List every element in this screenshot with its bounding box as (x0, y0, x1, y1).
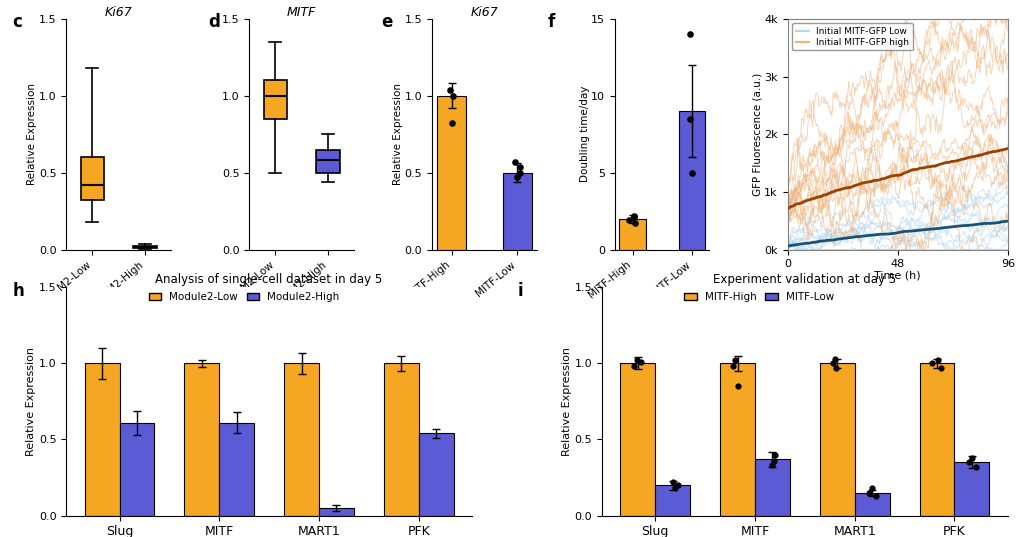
Point (765, 461, 781, 469)
Bar (418, 433, 454, 516)
Point (509, 173, 525, 182)
Point (968, 462, 984, 471)
Point (827, 354, 843, 363)
Point (684, 169, 700, 177)
Point (512, 169, 528, 177)
Text: h: h (12, 282, 24, 300)
Point (767, 456, 783, 465)
Point (863, 484, 880, 492)
Point (507, 158, 523, 166)
Point (768, 451, 784, 459)
Point (682, 30, 698, 39)
Bar (319, 508, 354, 516)
Point (445, 91, 461, 100)
Point (621, 215, 637, 224)
Text: i: i (517, 282, 523, 300)
Bar (955, 462, 989, 516)
Bar (679, 111, 705, 250)
Point (825, 359, 841, 368)
Bar (119, 423, 155, 516)
Y-axis label: Relative Expression: Relative Expression (562, 347, 572, 456)
Point (868, 491, 885, 500)
Point (444, 119, 460, 128)
Y-axis label: GFP Fluorescence (a.u.): GFP Fluorescence (a.u.) (752, 72, 762, 196)
Point (727, 356, 743, 365)
PathPatch shape (264, 81, 287, 119)
Bar (819, 364, 855, 516)
Point (725, 362, 741, 371)
Bar (219, 423, 254, 516)
X-axis label: Time (h): Time (h) (874, 271, 921, 281)
Y-axis label: Relative Expression: Relative Expression (393, 83, 403, 185)
Y-axis label: Doubling time/day: Doubling time/day (580, 86, 590, 183)
Point (730, 382, 746, 390)
PathPatch shape (80, 157, 104, 200)
Bar (919, 364, 955, 516)
Point (961, 458, 977, 467)
Bar (620, 364, 656, 516)
Title: Ki67: Ki67 (105, 6, 132, 19)
Point (670, 481, 686, 489)
Title: Analysis of single-cell dataset in day 5: Analysis of single-cell dataset in day 5 (156, 273, 383, 286)
Bar (184, 364, 219, 516)
Title: Experiment validation at day 5: Experiment validation at day 5 (714, 273, 897, 286)
Point (626, 219, 642, 227)
Point (625, 213, 641, 222)
Point (861, 489, 878, 497)
Text: c: c (12, 13, 22, 32)
Y-axis label: Relative Expression: Relative Expression (27, 83, 38, 185)
Bar (619, 219, 646, 250)
Point (442, 85, 458, 94)
PathPatch shape (316, 150, 340, 173)
Bar (284, 364, 319, 516)
Bar (656, 485, 690, 516)
Bar (384, 364, 418, 516)
Point (667, 484, 683, 492)
Title: Ki67: Ki67 (470, 6, 499, 19)
Bar (503, 173, 532, 250)
Point (626, 212, 642, 220)
Bar (84, 364, 119, 516)
Point (929, 356, 946, 365)
Point (665, 478, 681, 487)
Point (828, 364, 844, 372)
Point (924, 359, 941, 368)
Bar (720, 364, 755, 516)
Point (512, 162, 528, 171)
Bar (755, 459, 790, 516)
Point (682, 114, 698, 123)
Bar (437, 96, 466, 250)
Y-axis label: Relative Expression: Relative Expression (26, 347, 36, 456)
Text: e: e (382, 13, 393, 32)
Legend: Initial MITF-GFP Low, Initial MITF-GFP high: Initial MITF-GFP Low, Initial MITF-GFP h… (792, 23, 913, 50)
Legend: MITF-High, MITF-Low: MITF-High, MITF-Low (680, 288, 839, 306)
Title: MITF: MITF (287, 6, 317, 19)
Text: f: f (548, 13, 555, 32)
Point (629, 356, 645, 365)
Point (632, 358, 648, 366)
Point (934, 364, 950, 372)
Point (625, 362, 641, 371)
Point (964, 453, 980, 462)
PathPatch shape (133, 246, 157, 248)
Text: d: d (209, 13, 221, 32)
Legend: Module2-Low, Module2-High: Module2-Low, Module2-High (145, 288, 344, 306)
Bar (855, 493, 890, 516)
